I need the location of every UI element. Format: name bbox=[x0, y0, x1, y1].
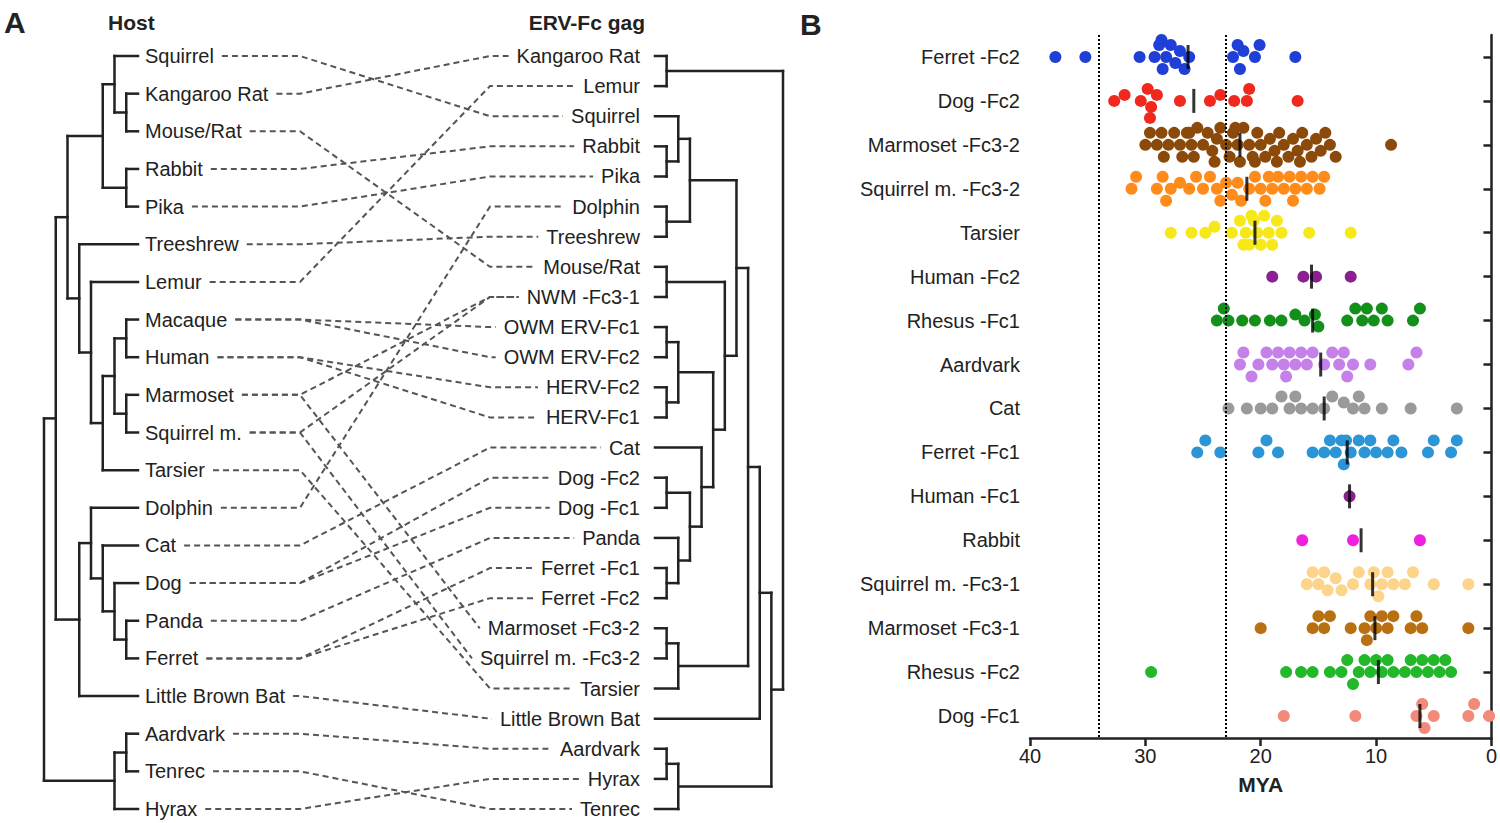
svg-text:Dolphin: Dolphin bbox=[145, 497, 213, 519]
svg-text:Mouse/Rat: Mouse/Rat bbox=[145, 120, 242, 142]
svg-text:10: 10 bbox=[1365, 745, 1387, 767]
svg-text:Human: Human bbox=[145, 346, 209, 368]
svg-text:Dog -Fc2: Dog -Fc2 bbox=[938, 90, 1020, 112]
svg-text:Hyrax: Hyrax bbox=[145, 798, 197, 820]
svg-text:Squirrel m. -Fc3-1: Squirrel m. -Fc3-1 bbox=[860, 573, 1020, 595]
svg-text:Cat: Cat bbox=[609, 437, 641, 459]
svg-text:Aardvark: Aardvark bbox=[560, 738, 641, 760]
svg-text:B: B bbox=[800, 8, 822, 41]
svg-text:Squirrel: Squirrel bbox=[571, 105, 640, 127]
svg-text:Human -Fc2: Human -Fc2 bbox=[910, 266, 1020, 288]
svg-text:Ferret -Fc1: Ferret -Fc1 bbox=[921, 441, 1020, 463]
svg-text:Squirrel m. -Fc3-2: Squirrel m. -Fc3-2 bbox=[860, 178, 1020, 200]
svg-text:Squirrel: Squirrel bbox=[145, 45, 214, 67]
svg-text:Ferret -Fc1: Ferret -Fc1 bbox=[541, 557, 640, 579]
svg-text:Mouse/Rat: Mouse/Rat bbox=[543, 256, 640, 278]
svg-text:Macaque: Macaque bbox=[145, 309, 227, 331]
svg-text:NWM -Fc3-1: NWM -Fc3-1 bbox=[527, 286, 640, 308]
svg-text:Rabbit: Rabbit bbox=[582, 135, 640, 157]
svg-text:Aardvark: Aardvark bbox=[145, 723, 226, 745]
svg-text:Dog -Fc1: Dog -Fc1 bbox=[558, 497, 640, 519]
svg-text:Pika: Pika bbox=[601, 165, 641, 187]
svg-text:Dog -Fc1: Dog -Fc1 bbox=[938, 705, 1020, 727]
svg-text:Tarsier: Tarsier bbox=[580, 678, 640, 700]
svg-text:MYA: MYA bbox=[1238, 773, 1283, 796]
svg-text:Lemur: Lemur bbox=[145, 271, 202, 293]
svg-text:Dolphin: Dolphin bbox=[572, 196, 640, 218]
svg-text:Marmoset -Fc3-2: Marmoset -Fc3-2 bbox=[488, 617, 640, 639]
svg-text:Little Brown Bat: Little Brown Bat bbox=[145, 685, 286, 707]
svg-text:Rabbit: Rabbit bbox=[962, 529, 1020, 551]
svg-text:Cat: Cat bbox=[145, 534, 177, 556]
svg-text:Panda: Panda bbox=[145, 610, 204, 632]
svg-text:Pika: Pika bbox=[145, 196, 185, 218]
svg-text:40: 40 bbox=[1019, 745, 1041, 767]
svg-text:HERV-Fc1: HERV-Fc1 bbox=[546, 406, 640, 428]
svg-text:HERV-Fc2: HERV-Fc2 bbox=[546, 376, 640, 398]
svg-text:A: A bbox=[4, 6, 26, 39]
svg-text:Tarsier: Tarsier bbox=[145, 459, 205, 481]
svg-text:Treeshrew: Treeshrew bbox=[546, 226, 640, 248]
svg-text:Rhesus -Fc1: Rhesus -Fc1 bbox=[907, 310, 1020, 332]
svg-text:Host: Host bbox=[108, 11, 155, 34]
svg-text:20: 20 bbox=[1250, 745, 1272, 767]
svg-text:Ferret: Ferret bbox=[145, 647, 199, 669]
svg-text:Tarsier: Tarsier bbox=[960, 222, 1020, 244]
svg-text:Hyrax: Hyrax bbox=[588, 768, 640, 790]
svg-text:30: 30 bbox=[1134, 745, 1156, 767]
svg-text:Cat: Cat bbox=[989, 397, 1021, 419]
svg-text:Squirrel m. -Fc3-2: Squirrel m. -Fc3-2 bbox=[480, 647, 640, 669]
svg-text:OWM ERV-Fc2: OWM ERV-Fc2 bbox=[504, 346, 640, 368]
svg-text:OWM ERV-Fc1: OWM ERV-Fc1 bbox=[504, 316, 640, 338]
svg-text:Dog -Fc2: Dog -Fc2 bbox=[558, 467, 640, 489]
svg-text:Marmoset -Fc3-1: Marmoset -Fc3-1 bbox=[868, 617, 1020, 639]
svg-text:Dog: Dog bbox=[145, 572, 182, 594]
svg-text:Panda: Panda bbox=[582, 527, 641, 549]
svg-text:0: 0 bbox=[1486, 745, 1497, 767]
svg-text:Little Brown Bat: Little Brown Bat bbox=[500, 708, 641, 730]
svg-text:Rabbit: Rabbit bbox=[145, 158, 203, 180]
svg-text:Aardvark: Aardvark bbox=[940, 354, 1021, 376]
svg-text:Marmoset -Fc3-2: Marmoset -Fc3-2 bbox=[868, 134, 1020, 156]
svg-text:Tenrec: Tenrec bbox=[580, 798, 640, 820]
svg-text:Treeshrew: Treeshrew bbox=[145, 233, 239, 255]
svg-text:Marmoset: Marmoset bbox=[145, 384, 234, 406]
svg-text:Kangaroo Rat: Kangaroo Rat bbox=[145, 83, 269, 105]
svg-text:Tenrec: Tenrec bbox=[145, 760, 205, 782]
svg-text:Rhesus -Fc2: Rhesus -Fc2 bbox=[907, 661, 1020, 683]
svg-text:Human -Fc1: Human -Fc1 bbox=[910, 485, 1020, 507]
svg-text:Lemur: Lemur bbox=[583, 75, 640, 97]
svg-text:Squirrel m.: Squirrel m. bbox=[145, 422, 242, 444]
svg-text:ERV-Fc gag: ERV-Fc gag bbox=[529, 11, 645, 34]
svg-text:Ferret -Fc2: Ferret -Fc2 bbox=[541, 587, 640, 609]
svg-text:Kangaroo Rat: Kangaroo Rat bbox=[517, 45, 641, 67]
svg-text:Ferret -Fc2: Ferret -Fc2 bbox=[921, 46, 1020, 68]
